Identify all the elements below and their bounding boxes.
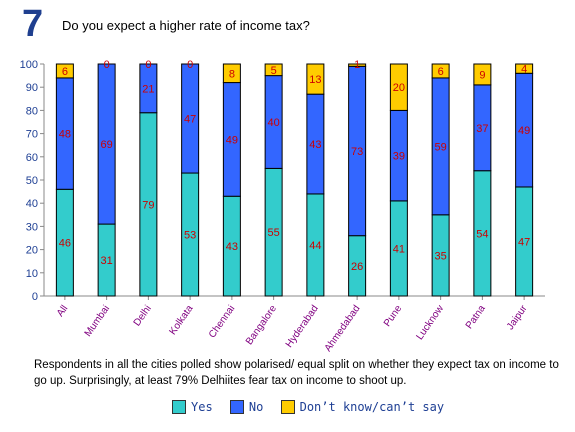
legend-swatch-yes [172,400,186,414]
data-label: 1 [354,59,360,71]
x-tick-label: Lucknow [414,303,446,342]
data-label: 20 [393,82,405,94]
legend-item-no: No [229,400,264,414]
legend-label-yes: Yes [191,400,213,414]
y-tick-label: 60 [26,152,38,164]
x-tick-label: Patna [464,303,488,331]
data-label: 4 [521,64,527,76]
data-label: 9 [479,69,485,81]
chart-bars: 4648631690792105347043498554054443132673… [55,59,534,297]
data-label: 55 [268,227,280,239]
x-tick-label: Mumbai [83,303,112,338]
legend-swatch-dont-know [280,400,295,414]
data-label: 53 [184,230,196,242]
data-label: 21 [142,83,154,95]
bar-patna-don-t-know-can-t-say [473,63,492,86]
data-label: 6 [438,66,444,78]
legend-label-no: No [248,400,264,414]
data-label: 73 [351,146,363,158]
y-tick-label: 100 [20,59,38,71]
chart-caption: Respondents in all the cities polled sho… [34,359,559,387]
bar-jaipur-don-t-know-can-t-say [515,63,534,74]
x-tick-label: Pune [382,303,405,329]
data-label: 0 [187,59,193,71]
bar-lucknow-don-t-know-can-t-say [431,63,450,79]
data-label: 37 [476,123,488,135]
y-tick-label: 70 [26,129,38,141]
y-tick-label: 10 [26,268,38,280]
legend-item-dont-know: Don’t know/can’t say [280,400,445,414]
bar-hyderabad-don-t-know-can-t-say [306,63,325,95]
data-label: 26 [351,261,363,273]
data-label: 39 [393,151,405,163]
x-tick-label: Ahmedabad [323,303,363,353]
y-tick-label: 30 [26,221,38,233]
data-label: 54 [476,228,488,240]
x-tick-label: Bangalore [244,303,279,347]
data-label: 40 [268,117,280,129]
bar-chennai-don-t-know-can-t-say [222,63,241,84]
legend-label-dont-know: Don’t know/can’t say [299,400,445,414]
y-tick-label: 40 [26,198,38,210]
data-label: 49 [226,134,238,146]
x-axis-labels: All Mumbai Delhi Kolkata Chennai Bangalore Hyd… [55,303,530,354]
x-tick-label: Jaipur [505,303,530,332]
y-tick-label: 80 [26,105,38,117]
x-tick-label: Kolkata [167,303,195,337]
data-label: 48 [59,129,71,141]
bar-mumbai-no [97,63,116,225]
data-label: 0 [104,59,110,71]
y-tick-label: 0 [32,291,38,303]
data-label: 6 [62,66,68,78]
bar-delhi-no [139,63,158,114]
y-tick-label: 90 [26,82,38,94]
chart-legend: Yes No Don’t know/can’t say [172,400,454,420]
data-label: 47 [184,114,196,126]
data-label: 8 [229,68,235,80]
data-label: 46 [59,238,71,250]
question-number: 7 [22,3,44,45]
data-label: 13 [309,74,321,86]
legend-swatch-no [229,400,244,414]
data-label: 31 [101,255,113,267]
bar-pune-don-t-know-can-t-say [389,63,408,111]
data-label: 35 [435,250,447,262]
data-label: 49 [518,125,530,137]
x-tick-label: Delhi [132,303,154,328]
bar-bangalore-don-t-know-can-t-say [264,63,283,77]
y-tick-label: 50 [26,175,38,187]
data-label: 43 [226,241,238,253]
data-label: 47 [518,236,530,248]
x-tick-label: Chennai [207,303,237,340]
y-tick-label: 20 [26,245,38,257]
data-label: 69 [101,139,113,151]
data-label: 59 [435,141,447,153]
data-label: 79 [142,199,154,211]
bar-all-don-t-know-can-t-say [55,63,74,79]
data-label: 0 [145,59,151,71]
chart-header: 7 Do you expect a higher rate of income … [0,0,575,50]
x-tick-label: Hyderabad [284,303,321,349]
chart-title: Do you expect a higher rate of income ta… [62,18,310,33]
data-label: 44 [309,240,321,252]
bar-kolkata-no [181,63,200,174]
data-label: 41 [393,243,405,255]
x-tick-label: All [55,303,70,318]
data-label: 43 [309,139,321,151]
legend-item-yes: Yes [172,400,213,414]
bar-ahmedabad-don-t-know-can-t-say [348,63,367,67]
data-label: 5 [271,65,277,77]
